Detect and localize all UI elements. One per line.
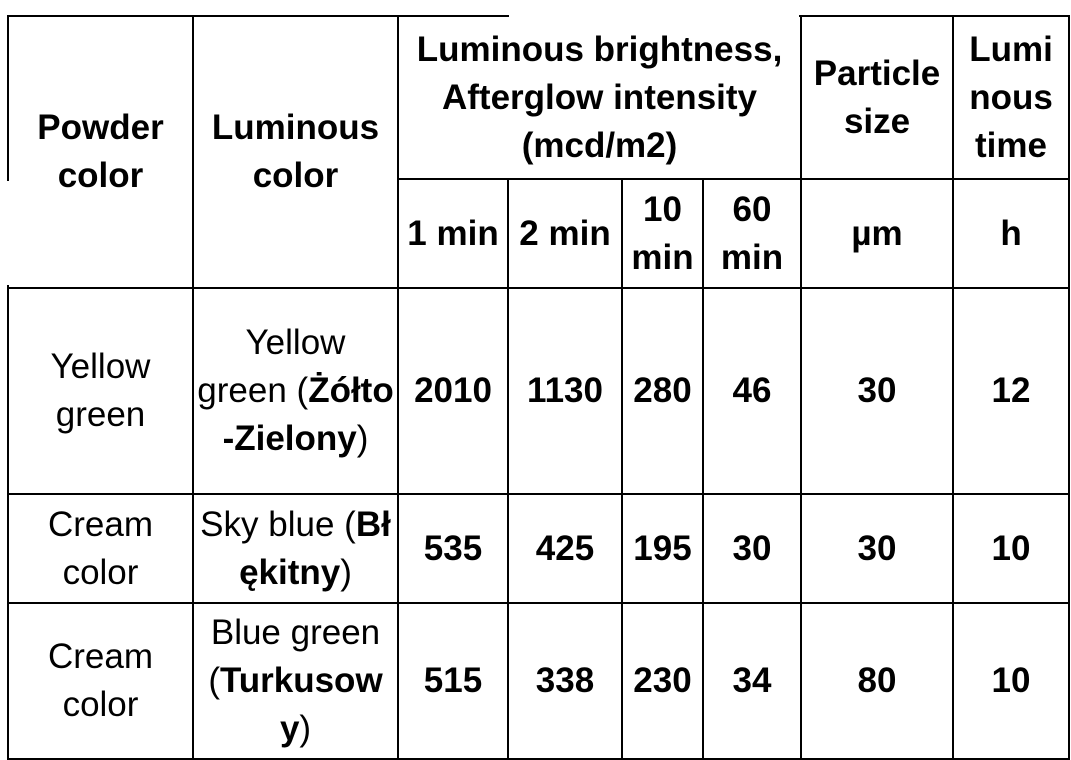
cell-powder-color: Yellow green — [7, 287, 194, 495]
luminous-color-pl: Błękitny — [239, 504, 391, 592]
cell-10-min: 280 — [621, 287, 704, 495]
cell-luminous-color: Yellow green (Żółto-Zielony) — [192, 287, 399, 495]
cell-particle-size: 80 — [800, 602, 955, 760]
cell-luminous-time: 12 — [952, 287, 1071, 495]
luminous-color-pl: Żółto-Zielony — [222, 371, 394, 458]
header-luminous-color: Luminous color — [192, 15, 399, 289]
header-luminous-time: Lumi nous time — [952, 15, 1071, 180]
cell-luminous-color: Blue green (Turkusowy) — [192, 602, 399, 760]
cell-10-min: 195 — [621, 493, 704, 604]
paren-open: ( — [344, 504, 356, 544]
cell-particle-size: 30 — [800, 493, 955, 604]
luminous-color-en: Yellow green — [197, 323, 346, 410]
paren-open: ( — [208, 661, 220, 700]
header-brightness: Luminous brightness, Afterglow intensity… — [396, 15, 803, 180]
header-60-min: 60 min — [701, 178, 803, 289]
cell-2-min: 338 — [507, 602, 623, 760]
border-gap-left — [4, 181, 10, 285]
cell-luminous-time: 10 — [952, 602, 1071, 760]
table-row: Cream color Sky blue (Błękitny) 535 425 … — [7, 493, 1071, 604]
cell-60-min: 46 — [701, 287, 803, 495]
cell-powder-color: Cream color — [7, 493, 194, 604]
cell-1-min: 515 — [397, 602, 509, 760]
cell-powder-color: Cream color — [7, 602, 194, 760]
header-10-min: 10 min — [621, 178, 704, 289]
header-particle-unit: µm — [800, 178, 955, 289]
paren-close: ) — [299, 709, 312, 748]
header-time-unit: h — [952, 178, 1071, 289]
header-particle-size: Particle size — [800, 15, 955, 180]
cell-2-min: 1130 — [507, 287, 623, 495]
luminous-color-en: Sky blue — [200, 504, 335, 544]
paren-close: ) — [356, 419, 369, 458]
table-row: Yellow green Yellow green (Żółto-Zielony… — [7, 287, 1071, 495]
cell-2-min: 425 — [507, 493, 623, 604]
cell-10-min: 230 — [621, 602, 704, 760]
header-row-sub: 1 min 2 min 10 min 60 min µm h — [8, 178, 1071, 289]
paren-open: ( — [296, 371, 309, 410]
header-row-main: Powder color Luminous color Luminous bri… — [7, 15, 1071, 289]
paren-close: ) — [340, 552, 352, 592]
header-powder-color: Powder color — [7, 15, 194, 289]
cell-60-min: 30 — [701, 493, 803, 604]
border-gap-top — [509, 12, 799, 18]
cell-luminous-time: 10 — [952, 493, 1071, 604]
luminous-color-pl: Turkusowy — [219, 661, 383, 748]
luminous-color-en: Blue green — [210, 613, 381, 652]
cell-1-min: 535 — [397, 493, 509, 604]
cell-luminous-color: Sky blue (Błękitny) — [192, 493, 399, 604]
cell-1-min: 2010 — [397, 287, 509, 495]
table-row: Cream color Blue green (Turkusowy) 515 3… — [7, 602, 1071, 760]
cell-60-min: 34 — [701, 602, 803, 760]
phosphor-spec-table: Powder color Luminous color Luminous bri… — [7, 15, 1071, 760]
cell-particle-size: 30 — [800, 287, 955, 495]
header-1-min: 1 min — [397, 178, 509, 289]
header-2-min: 2 min — [507, 178, 623, 289]
